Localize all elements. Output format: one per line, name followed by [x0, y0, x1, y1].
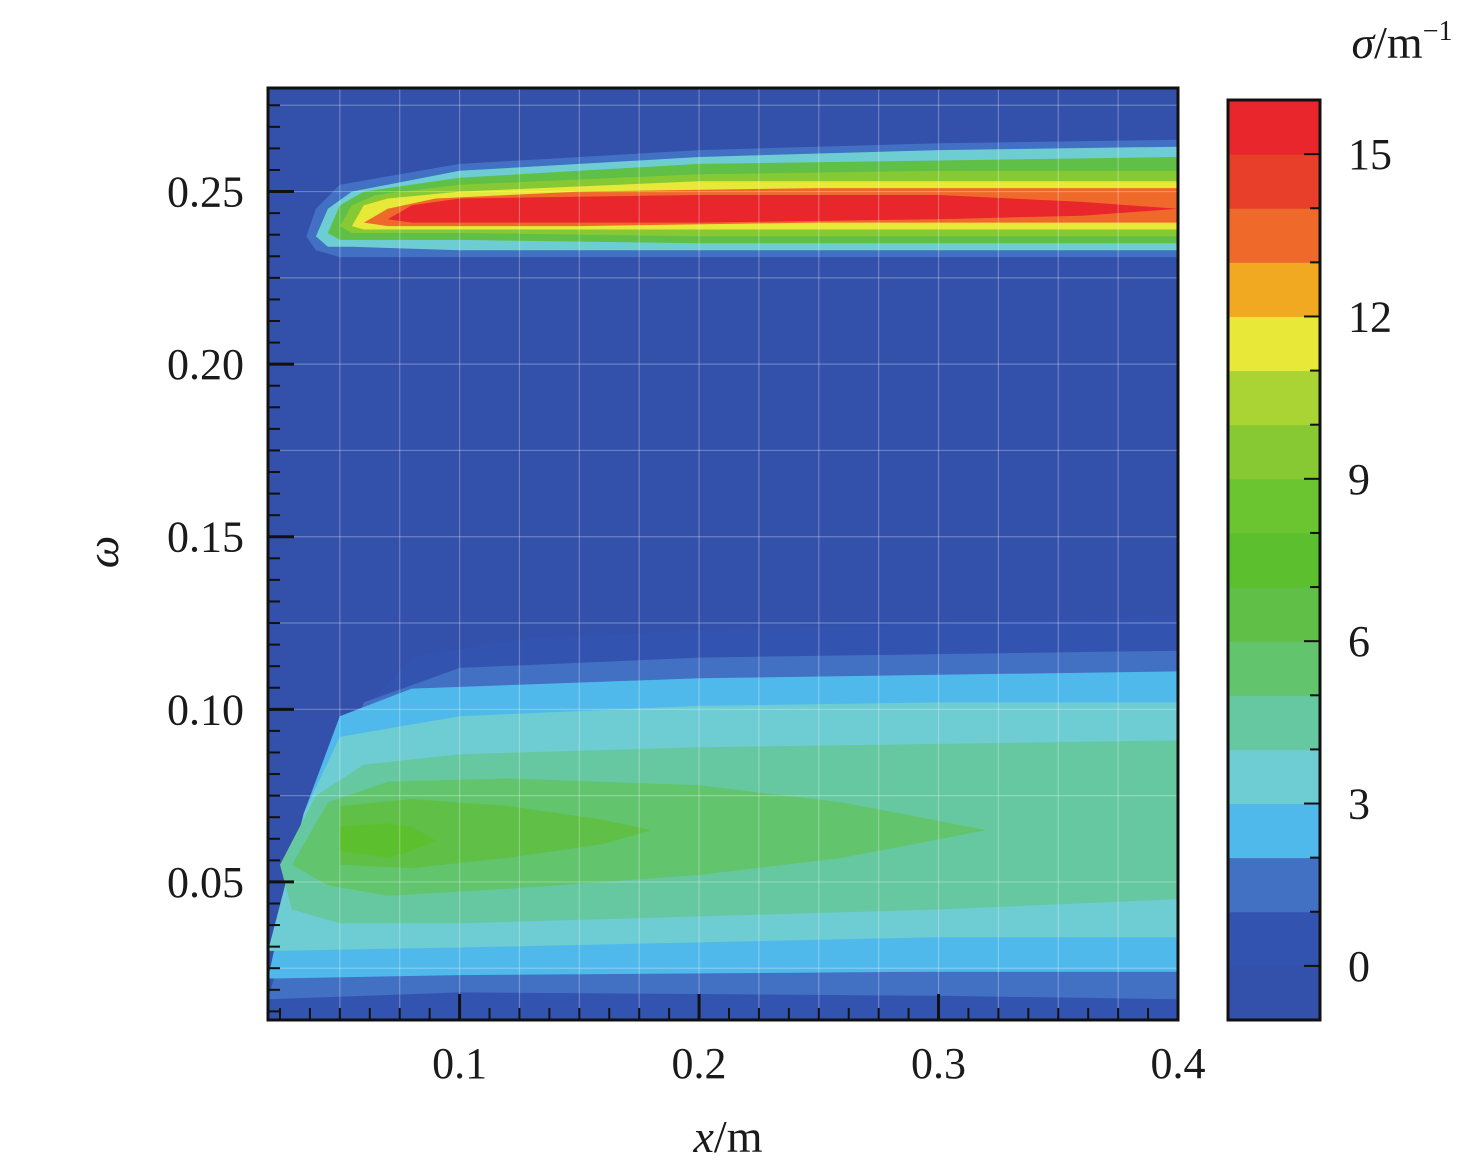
grid-lines — [268, 88, 1178, 1020]
x-tick-label: 0.3 — [911, 1039, 966, 1088]
colorbar-swatch — [1228, 424, 1320, 480]
colorbar-tick-label: 12 — [1348, 292, 1392, 341]
colorbar-swatch — [1228, 695, 1320, 750]
colorbar-frame — [1226, 98, 1322, 1022]
x-axis-label: x/m — [693, 1111, 763, 1162]
y-axis: 0.05 0.10 0.15 0.20 0.25 — [167, 104, 294, 1013]
colorbar-tick-label: 9 — [1348, 455, 1370, 504]
y-tick-label: 0.05 — [167, 858, 244, 907]
x-axis: 0.1 0.2 0.3 0.4 — [278, 994, 1206, 1088]
colorbar-tick-label: 0 — [1348, 942, 1370, 991]
y-axis-label: ω — [77, 536, 128, 568]
colorbar-swatch — [1228, 803, 1320, 859]
colorbar-swatch — [1228, 532, 1320, 588]
colorbar-tick-label: 15 — [1348, 130, 1392, 179]
colorbar-tick-label: 3 — [1348, 780, 1370, 829]
colorbar-swatch — [1228, 316, 1320, 372]
colorbar-label: σ/m−1 — [1351, 16, 1452, 68]
colorbar-ticks: 0 3 6 9 12 15 — [1304, 130, 1392, 991]
colorbar-swatch — [1228, 100, 1320, 155]
x-tick-label: 0.2 — [672, 1039, 727, 1088]
colorbar-swatch — [1228, 478, 1320, 534]
plot-frame — [266, 86, 1180, 1022]
colorbar-swatch — [1228, 154, 1320, 209]
colorbar-swatch — [1228, 749, 1320, 805]
upper-band-contour-6 — [387, 195, 1178, 223]
colorbar-swatch — [1228, 641, 1320, 696]
y-tick-label: 0.15 — [167, 513, 244, 562]
colorbar-swatch — [1228, 587, 1320, 642]
y-tick-label: 0.25 — [167, 168, 244, 217]
x-tick-label: 0.4 — [1151, 1039, 1206, 1088]
colorbar-swatch — [1228, 857, 1320, 913]
y-tick-label: 0.20 — [167, 340, 244, 389]
lower-band-contour-6 — [339, 799, 652, 869]
colorbar-swatch — [1228, 262, 1320, 317]
colorbar — [1228, 100, 1320, 1021]
colorbar-swatch — [1228, 911, 1320, 967]
contour-fills — [268, 139, 1178, 1020]
x-tick-label: 0.1 — [432, 1039, 487, 1088]
lower-band-contour-7 — [339, 823, 436, 858]
colorbar-swatch — [1228, 965, 1320, 1021]
y-tick-label: 0.10 — [167, 685, 244, 734]
colorbar-swatch — [1228, 208, 1320, 263]
colorbar-swatch — [1228, 370, 1320, 426]
colorbar-tick-label: 6 — [1348, 617, 1370, 666]
